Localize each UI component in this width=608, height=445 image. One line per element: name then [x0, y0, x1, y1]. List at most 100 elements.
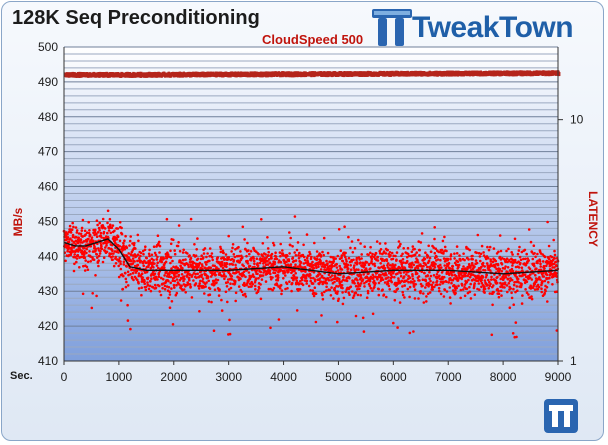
throughput-point [321, 250, 324, 254]
throughput-point [467, 278, 470, 282]
throughput-point [195, 248, 198, 251]
throughput-point [305, 282, 309, 285]
throughput-point [83, 229, 87, 233]
throughput-point [459, 296, 463, 300]
throughput-point [550, 272, 553, 276]
throughput-point [541, 260, 545, 263]
throughput-point [439, 258, 442, 262]
throughput-point [197, 287, 201, 290]
throughput-point [420, 270, 424, 274]
throughput-point [465, 280, 469, 284]
throughput-point [442, 295, 446, 298]
throughput-point [450, 273, 454, 277]
throughput-point [428, 270, 431, 274]
throughput-point [122, 241, 125, 245]
throughput-point [429, 279, 432, 283]
throughput-point [530, 250, 534, 254]
throughput-point [118, 256, 121, 260]
throughput-point [442, 275, 446, 279]
gridlines [64, 46, 558, 362]
x-tick-label: 9000 [545, 370, 572, 384]
throughput-point [219, 247, 223, 251]
throughput-point [298, 288, 302, 291]
throughput-point [309, 289, 312, 292]
throughput-point [122, 274, 125, 278]
throughput-point [517, 249, 521, 252]
throughput-point [170, 300, 174, 303]
throughput-point [344, 255, 347, 259]
throughput-point [514, 321, 518, 324]
average-line [63, 238, 559, 275]
throughput-point [403, 267, 407, 270]
throughput-point [252, 275, 256, 279]
throughput-point [385, 273, 388, 277]
throughput-point [75, 229, 79, 232]
throughput-point [312, 271, 316, 274]
throughput-point [213, 271, 217, 275]
throughput-point [284, 287, 287, 291]
throughput-point [419, 241, 423, 244]
throughput-point [519, 261, 522, 265]
throughput-point [335, 292, 339, 295]
throughput-point [470, 261, 474, 265]
throughput-point [136, 259, 139, 263]
throughput-point [127, 273, 130, 277]
throughput-point [439, 263, 442, 267]
throughput-point [226, 281, 230, 284]
throughput-point [400, 265, 404, 268]
throughput-point [349, 246, 352, 250]
throughput-point [182, 275, 186, 278]
throughput-point [232, 253, 236, 256]
throughput-point [500, 270, 504, 273]
throughput-point [491, 303, 494, 307]
throughput-point [227, 234, 230, 238]
throughput-point [170, 267, 173, 270]
throughput-point [512, 303, 515, 307]
throughput-point [391, 271, 395, 275]
throughput-point [106, 231, 109, 235]
throughput-point [483, 269, 487, 272]
throughput-point [76, 253, 80, 257]
throughput-point [99, 231, 103, 235]
throughput-point [261, 242, 265, 245]
throughput-point [329, 260, 332, 264]
throughput-point [173, 252, 177, 256]
throughput-point [124, 285, 128, 289]
throughput-point [304, 261, 308, 265]
throughput-point [397, 277, 400, 280]
throughput-point [417, 240, 421, 243]
throughput-point [270, 257, 273, 260]
throughput-point [500, 294, 503, 297]
throughput-point [522, 257, 525, 261]
throughput-point [117, 264, 120, 268]
average-line-path [63, 238, 559, 275]
throughput-point [510, 291, 513, 295]
throughput-point [182, 283, 186, 286]
throughput-point [188, 273, 192, 277]
throughput-point [542, 271, 545, 275]
throughput-point [319, 280, 323, 284]
throughput-point [399, 271, 402, 275]
throughput-point [433, 226, 437, 229]
throughput-point [492, 247, 496, 250]
throughput-point [254, 277, 258, 281]
throughput-point [449, 253, 453, 256]
throughput-point [131, 257, 135, 260]
throughput-point [95, 235, 99, 238]
throughput-point [506, 266, 510, 269]
throughput-point [537, 285, 541, 289]
throughput-point [257, 289, 260, 292]
throughput-point [535, 267, 538, 271]
throughput-point [459, 288, 463, 292]
throughput-point [345, 260, 348, 263]
throughput-point [424, 286, 427, 289]
throughput-point [512, 287, 515, 291]
throughput-point [421, 284, 424, 288]
throughput-point [124, 271, 127, 275]
throughput-point [497, 289, 500, 293]
throughput-point [386, 248, 390, 252]
y-tick-label: 440 [38, 249, 58, 263]
throughput-point [308, 252, 312, 256]
throughput-point [122, 260, 126, 264]
throughput-point [152, 245, 156, 248]
